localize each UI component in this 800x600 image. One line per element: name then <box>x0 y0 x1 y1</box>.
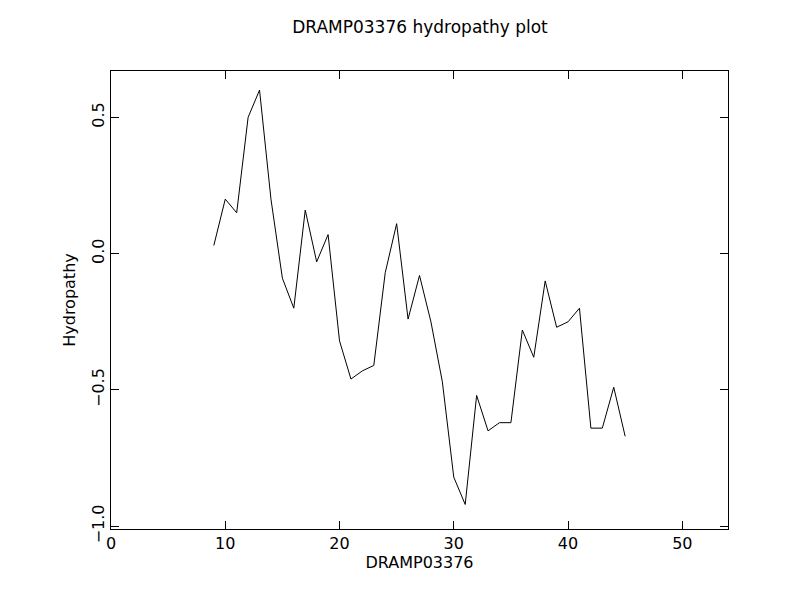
svg-text:−1.0: −1.0 <box>89 504 108 543</box>
svg-text:0.5: 0.5 <box>89 102 108 127</box>
svg-text:DRAMP03376: DRAMP03376 <box>365 553 473 572</box>
svg-text:30: 30 <box>444 534 464 553</box>
svg-text:50: 50 <box>672 534 692 553</box>
svg-text:Hydropathy: Hydropathy <box>60 253 79 347</box>
svg-text:0.0: 0.0 <box>89 239 108 264</box>
svg-text:−0.5: −0.5 <box>89 368 108 407</box>
svg-text:DRAMP03376 hydropathy plot: DRAMP03376 hydropathy plot <box>292 17 548 37</box>
svg-text:20: 20 <box>329 534 349 553</box>
svg-text:40: 40 <box>558 534 578 553</box>
svg-text:10: 10 <box>215 534 235 553</box>
svg-text:0: 0 <box>106 534 116 553</box>
